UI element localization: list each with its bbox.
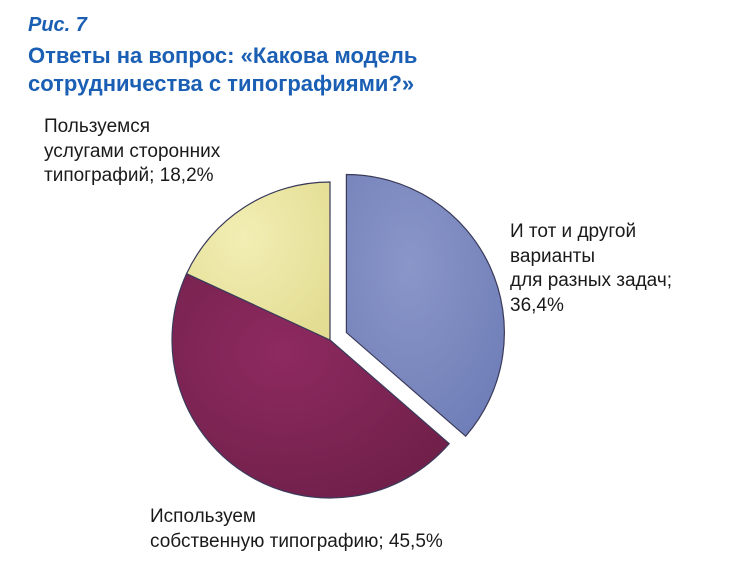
slice-label-both: И тот и другой варианты для разных задач… bbox=[510, 220, 672, 319]
label-out-l2: типографий; 18,2% bbox=[44, 165, 214, 186]
label-out-l0: Пользуемся bbox=[44, 116, 150, 137]
label-both-l0: И тот и другой bbox=[510, 221, 636, 242]
slice-label-outsource: Пользуемся услугами сторонних типографий… bbox=[44, 115, 220, 189]
label-out-l1: услугами сторонних bbox=[44, 141, 220, 162]
label-own-l1: собственную типографию; 45,5% bbox=[150, 531, 443, 552]
label-own-l0: Используем bbox=[150, 506, 256, 527]
label-both-l1: варианты bbox=[510, 246, 595, 267]
label-both-l3: 36,4% bbox=[510, 295, 564, 316]
slice-label-own: Используем собственную типографию; 45,5% bbox=[150, 505, 443, 554]
label-both-l2: для разных задач; bbox=[510, 270, 672, 291]
